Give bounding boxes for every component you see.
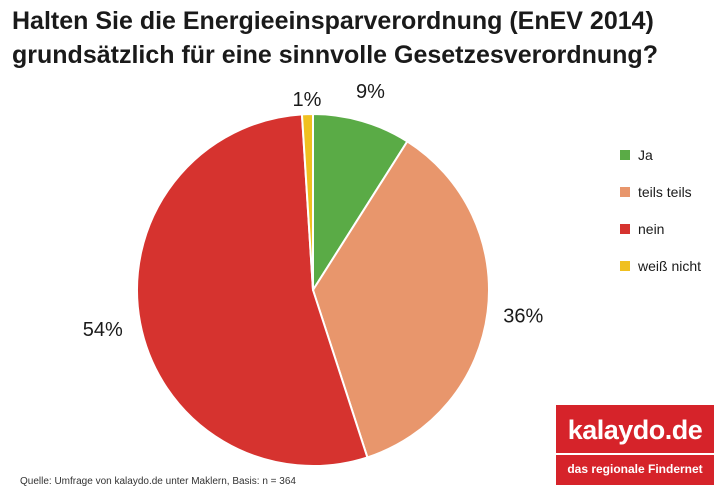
logo-tagline: das regionale Findernet	[567, 462, 703, 476]
kalaydo-logo: kalaydo.de das regionale Findernet	[556, 405, 714, 485]
legend-label-nein: nein	[638, 220, 665, 237]
legend-item-weiss-nicht: weiß nicht	[620, 247, 701, 284]
legend-item-nein: nein	[620, 210, 701, 247]
logo-divider	[556, 453, 714, 455]
data-label-nein: 54%	[83, 319, 123, 341]
data-label-weiss-nicht: 1%	[293, 89, 322, 111]
legend-item-teils-teils: teils teils	[620, 173, 701, 210]
legend-label-teils-teils: teils teils	[638, 183, 692, 200]
data-label-ja: 9%	[356, 81, 385, 103]
legend-swatch-weiss-nicht	[620, 260, 630, 271]
data-label-teils-teils: 36%	[503, 306, 543, 328]
legend-label-ja: Ja	[638, 146, 653, 163]
legend-swatch-nein	[620, 223, 630, 234]
legend-swatch-teils-teils	[620, 186, 630, 197]
legend-label-weiss-nicht: weiß nicht	[638, 257, 702, 274]
chart-title: Halten Sie die Energieeinsparverordnung …	[12, 4, 718, 72]
pie-slice-ja	[312, 113, 409, 291]
legend-item-ja: Ja	[620, 136, 701, 173]
pie-slice-teils-teils	[312, 140, 490, 459]
chart-title-line-2: grundsätzlich für eine sinnvolle Gesetze…	[12, 41, 658, 69]
logo-wordmark: kalaydo.de	[567, 415, 703, 445]
pie-slice-weiss-nicht	[300, 113, 314, 291]
pie-slice-nein	[136, 113, 369, 467]
legend-swatch-ja	[620, 149, 630, 160]
chart-title-line-1: Halten Sie die Energieeinsparverordnung …	[12, 7, 654, 35]
source-note: Quelle: Umfrage von kalaydo.de unter Mak…	[20, 476, 296, 487]
legend: Ja teils teils nein weiß nicht	[620, 136, 701, 284]
